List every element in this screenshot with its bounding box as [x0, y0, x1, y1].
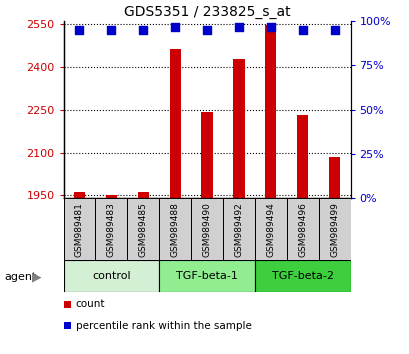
Bar: [254, 260, 350, 292]
Bar: [63, 198, 95, 260]
Bar: [106, 195, 117, 198]
Bar: [169, 49, 180, 198]
Point: [299, 27, 305, 33]
Text: GSM989492: GSM989492: [234, 202, 243, 257]
Point: [203, 27, 210, 33]
Bar: [222, 198, 254, 260]
Bar: [297, 115, 308, 198]
Text: GSM989494: GSM989494: [266, 202, 275, 257]
Bar: [63, 260, 159, 292]
Bar: [265, 25, 276, 198]
Text: count: count: [76, 299, 105, 309]
Title: GDS5351 / 233825_s_at: GDS5351 / 233825_s_at: [124, 5, 290, 19]
Bar: [159, 260, 254, 292]
Text: agent: agent: [4, 272, 36, 282]
Point: [139, 27, 146, 33]
Text: TGF-beta-2: TGF-beta-2: [271, 271, 333, 281]
Point: [108, 27, 115, 33]
Point: [171, 24, 178, 29]
Bar: [233, 59, 244, 198]
Bar: [74, 192, 85, 198]
Text: GSM989485: GSM989485: [138, 202, 147, 257]
Text: ▶: ▶: [32, 270, 41, 283]
Text: GSM989483: GSM989483: [107, 202, 116, 257]
Bar: [318, 198, 350, 260]
Text: GSM989490: GSM989490: [202, 202, 211, 257]
Bar: [201, 112, 212, 198]
Text: control: control: [92, 271, 130, 281]
Text: GSM989481: GSM989481: [75, 202, 84, 257]
Bar: [286, 198, 318, 260]
Bar: [137, 192, 148, 198]
Bar: [328, 157, 339, 198]
Point: [330, 27, 337, 33]
Text: percentile rank within the sample: percentile rank within the sample: [76, 321, 251, 331]
Bar: [254, 198, 286, 260]
Bar: [95, 198, 127, 260]
Bar: [127, 198, 159, 260]
Point: [235, 24, 242, 29]
Text: GSM989496: GSM989496: [297, 202, 306, 257]
Point: [76, 27, 83, 33]
Point: [267, 24, 274, 29]
Bar: [159, 198, 191, 260]
Text: GSM989499: GSM989499: [329, 202, 338, 257]
Bar: [191, 198, 222, 260]
Text: GSM989488: GSM989488: [170, 202, 179, 257]
Text: TGF-beta-1: TGF-beta-1: [176, 271, 237, 281]
